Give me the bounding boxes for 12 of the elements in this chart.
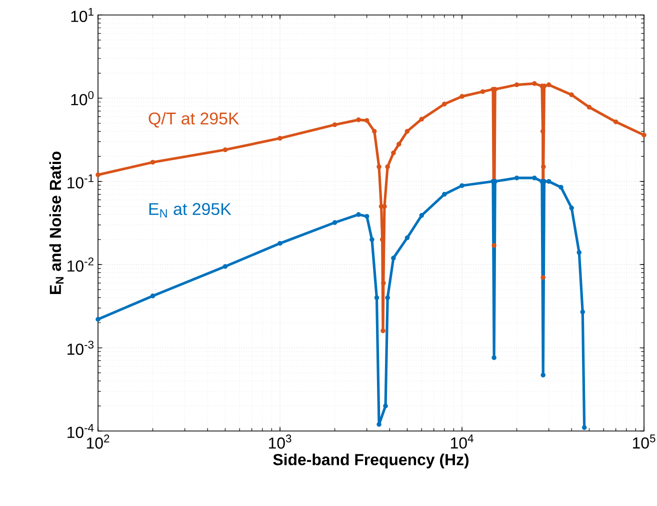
y-tick-label: 10$^{0}$ xyxy=(71,91,94,106)
x-tick-label: 10$^{5}$ xyxy=(633,434,656,449)
x-tick-label: 10$^{4}$ xyxy=(451,434,474,449)
y-tick-label: 10$^{-2}$ xyxy=(68,258,94,272)
text: E$_{N}$ at 295K xyxy=(149,203,232,218)
y-tick-label: 10$^{1}$ xyxy=(71,8,94,22)
series-label: Q/T at 295K xyxy=(148,112,240,128)
y-axis-title: E$_{N}$ and Noise Ratio xyxy=(49,152,64,294)
x-axis-title: Side-band Frequency (Hz) xyxy=(273,454,469,468)
y-tick-label: 10$^{-1}$ xyxy=(68,174,94,188)
y-tick-label: 10$^{-3}$ xyxy=(68,340,94,355)
x-tick-label: 10$^{3}$ xyxy=(269,434,292,449)
